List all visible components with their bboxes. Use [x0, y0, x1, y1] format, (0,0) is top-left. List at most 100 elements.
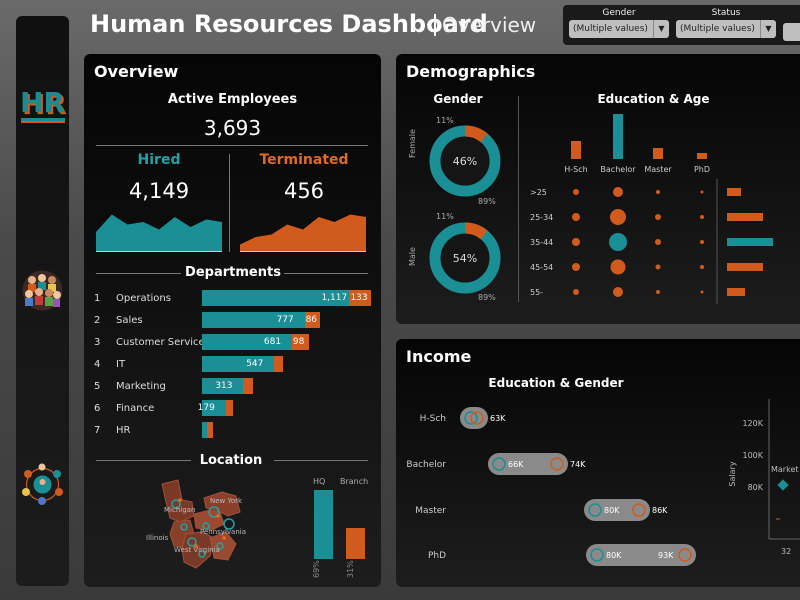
gender-filter-select[interactable]: (Multiple values) ▼: [569, 20, 669, 38]
age-bar[interactable]: [727, 238, 773, 246]
salary-scatter-chart[interactable]: Salary 120K 100K 80K Market 32: [721, 394, 800, 579]
edu-age-dot[interactable]: [572, 238, 580, 246]
edu-age-dot[interactable]: [655, 214, 661, 220]
edu-age-dot[interactable]: [656, 290, 660, 294]
edu-age-dot[interactable]: [609, 233, 627, 251]
male-salary-marker[interactable]: [632, 503, 646, 517]
income-edu-label: PhD: [428, 551, 446, 561]
education-bar[interactable]: [571, 141, 581, 159]
edu-age-dot[interactable]: [656, 190, 660, 194]
demographics-panel: Demographics Gender Female Male 11% 46% …: [396, 54, 800, 324]
department-row[interactable]: 7 HR: [94, 422, 384, 440]
income-range-pill[interactable]: [488, 453, 568, 475]
income-range-pill[interactable]: [586, 544, 696, 566]
hr-logo-icon[interactable]: HR: [18, 88, 67, 138]
education-bar[interactable]: [653, 148, 663, 159]
hired-bar[interactable]: [202, 378, 244, 394]
department-row[interactable]: 5 Marketing 313: [94, 378, 384, 396]
female-salary-marker[interactable]: [590, 548, 604, 562]
edu-age-dot[interactable]: [610, 209, 626, 225]
female-salary-marker[interactable]: [492, 457, 506, 471]
edu-age-dot[interactable]: [610, 259, 626, 275]
department-rank: 7: [94, 425, 101, 436]
income-range-pill[interactable]: [584, 499, 650, 521]
edu-age-dot[interactable]: [573, 189, 579, 195]
edu-age-dot[interactable]: [613, 287, 623, 297]
male-label: Male: [408, 247, 417, 266]
age-bar[interactable]: [727, 213, 763, 221]
male-salary-marker[interactable]: [678, 548, 692, 562]
hq-bar[interactable]: [314, 490, 333, 559]
terminated-bar[interactable]: [304, 312, 320, 328]
department-row[interactable]: 1 Operations 1,117 133: [94, 290, 384, 308]
male-donut[interactable]: [428, 221, 502, 295]
hired-bar[interactable]: [202, 356, 275, 372]
edu-age-dot[interactable]: [700, 240, 704, 244]
department-row[interactable]: 3 Customer Service 681 98: [94, 334, 384, 352]
network-people-icon[interactable]: [20, 462, 65, 507]
department-rank: 3: [94, 337, 101, 348]
female-salary-marker[interactable]: [464, 411, 478, 425]
hired-bar[interactable]: [202, 422, 208, 438]
terminated-bar[interactable]: [349, 290, 371, 306]
edu-age-dot[interactable]: [572, 213, 580, 221]
education-age-chart[interactable]: H-Sch Bachelor Master PhD >25 25-34 35-44 45-54…: [522, 109, 800, 309]
hired-bar[interactable]: [202, 334, 292, 350]
hired-value: 547: [246, 359, 264, 369]
edu-age-dot[interactable]: [655, 239, 661, 245]
divider: [274, 460, 368, 461]
age-bar[interactable]: [727, 188, 741, 196]
education-bar[interactable]: [613, 114, 623, 159]
salary-tick: 120K: [742, 419, 763, 428]
chevron-down-icon[interactable]: ▼: [760, 20, 776, 38]
terminated-bar[interactable]: [207, 422, 213, 438]
overview-panel: Overview Active Employees 3,693 Hired 4,…: [84, 54, 381, 587]
income-low-value: 66K: [508, 460, 524, 469]
income-range-pill[interactable]: [460, 407, 488, 429]
female-donut[interactable]: [428, 124, 502, 198]
terminated-bar[interactable]: [274, 356, 283, 372]
age-label: 55-: [530, 288, 543, 297]
hired-bar[interactable]: [202, 400, 226, 416]
edu-age-dot[interactable]: [700, 215, 704, 219]
male-slice-minority[interactable]: [464, 222, 488, 240]
department-row[interactable]: 4 IT 547: [94, 356, 384, 374]
hired-bar[interactable]: [202, 290, 350, 306]
income-title: Income: [406, 347, 472, 366]
edu-age-dot[interactable]: [700, 290, 704, 294]
edu-age-dot[interactable]: [655, 264, 661, 270]
female-salary-marker[interactable]: [588, 503, 602, 517]
department-row[interactable]: 6 Finance 179: [94, 400, 384, 418]
map-label: West Virginia: [174, 546, 220, 554]
department-name: Customer Service: [116, 337, 205, 348]
terminated-bar[interactable]: [225, 400, 233, 416]
age-bar[interactable]: [727, 288, 745, 296]
edu-age-dot[interactable]: [573, 289, 579, 295]
hired-bar[interactable]: [202, 312, 305, 328]
location-map[interactable]: Michigan New York Illinois Pennsylvania …: [144, 472, 254, 577]
terminated-bar[interactable]: [243, 378, 253, 394]
age-bar[interactable]: [727, 263, 763, 271]
male-salary-marker[interactable]: [550, 457, 564, 471]
edu-age-dot[interactable]: [700, 265, 704, 269]
scatter-point[interactable]: [777, 479, 789, 491]
female-slice-minority[interactable]: [464, 125, 488, 143]
status-filter-select[interactable]: (Multiple values) ▼: [676, 20, 776, 38]
extra-filter-select[interactable]: [783, 23, 800, 41]
terminated-bar[interactable]: [291, 334, 309, 350]
terminated-value: 98: [292, 337, 305, 347]
people-crowd-icon[interactable]: [20, 268, 65, 313]
salary-axis-label: Salary: [728, 461, 737, 486]
edu-age-dot[interactable]: [700, 190, 704, 194]
income-dumbbell-chart[interactable]: H-Sch 63K Bachelor 66K 74K Master 80K 86K PhD 80K…: [396, 394, 726, 579]
branch-bar[interactable]: [346, 528, 365, 559]
department-rank: 2: [94, 315, 101, 326]
edu-age-dot[interactable]: [572, 263, 580, 271]
education-bar[interactable]: [697, 153, 707, 159]
income-edu-label: Master: [415, 506, 446, 516]
male-salary-marker[interactable]: [470, 411, 484, 425]
demographics-title: Demographics: [406, 62, 536, 81]
chevron-down-icon[interactable]: ▼: [653, 20, 669, 38]
edu-age-dot[interactable]: [613, 187, 623, 197]
department-row[interactable]: 2 Sales 777 86: [94, 312, 384, 330]
